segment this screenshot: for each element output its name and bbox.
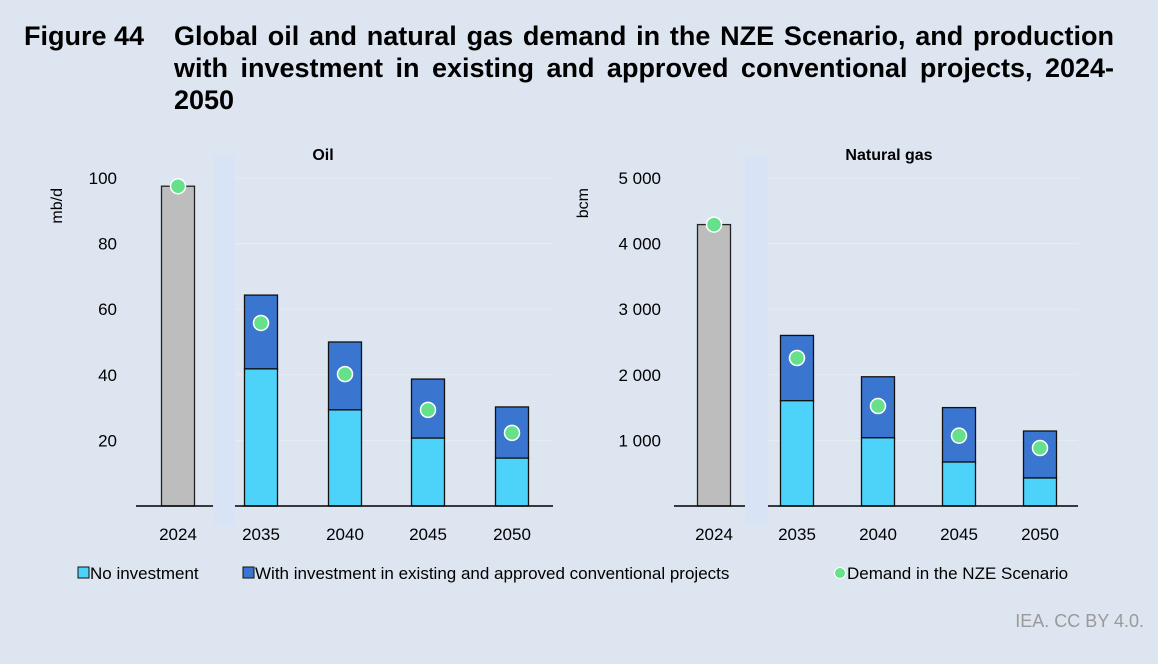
y-axis-label: bcm: [575, 188, 592, 218]
x-tick-label: 2050: [1021, 525, 1059, 544]
legend: No investment With investment in existing…: [77, 564, 1068, 583]
demand-point: [252, 314, 270, 332]
separator-band: [213, 155, 235, 525]
x-tick-label: 2040: [326, 525, 364, 544]
x-tick-label: 2024: [695, 525, 733, 544]
demand-point: [503, 424, 521, 442]
bar-no-investment: [494, 457, 530, 507]
x-tick-label: 2050: [493, 525, 531, 544]
x-tick-label: 2035: [242, 525, 280, 544]
legend-label: With investment in existing and approved…: [255, 564, 729, 583]
figure-title: Global oil and natural gas demand in the…: [174, 21, 1114, 115]
figure-title-block: Figure 44 Global oil and natural gas dem…: [24, 20, 1114, 116]
bar-historical: [160, 185, 196, 507]
panel-title: Natural gas: [845, 147, 932, 164]
y-tick-label: 60: [98, 300, 117, 319]
demand-point: [1031, 439, 1049, 457]
legend-item: With investment in existing and approved…: [242, 564, 729, 583]
separator-band: [745, 155, 768, 525]
legend-swatch-square: [77, 566, 90, 579]
legend-swatch-square: [242, 566, 255, 579]
x-tick-label: 2024: [159, 525, 197, 544]
x-tick-label: 2035: [778, 525, 816, 544]
x-tick-label: 2045: [940, 525, 978, 544]
y-tick-label: 40: [98, 366, 117, 385]
y-tick-label: 100: [89, 169, 117, 188]
bar-no-investment: [243, 368, 279, 507]
bar-no-investment: [779, 400, 815, 507]
legend-label: Demand in the NZE Scenario: [847, 564, 1068, 583]
bar-historical: [696, 223, 732, 507]
x-tick-label: 2040: [859, 525, 897, 544]
bar-no-investment: [327, 409, 363, 507]
y-tick-label: 1 000: [618, 431, 661, 450]
panel-natural-gas: Natural gas bcm 1 000 2 000 3 000 4 000 5 000 2…: [575, 147, 1078, 544]
bar-no-investment: [410, 437, 446, 507]
demand-point: [869, 397, 887, 415]
y-tick-label: 3 000: [618, 300, 661, 319]
y-tick-label: 2 000: [618, 366, 661, 385]
bar-with-investment: [860, 376, 896, 439]
bar-no-investment: [1022, 477, 1058, 507]
source-credit: IEA. CC BY 4.0.: [1015, 611, 1144, 631]
legend-swatch-circle: [834, 567, 846, 579]
bar-no-investment: [941, 461, 977, 507]
demand-point: [788, 349, 806, 367]
legend-item: No investment: [77, 564, 199, 583]
bar-with-investment: [243, 294, 279, 370]
bar-with-investment: [779, 334, 815, 402]
legend-label: No investment: [90, 564, 199, 583]
demand-point: [336, 365, 354, 383]
y-axis-label: mb/d: [49, 188, 66, 224]
y-tick-label: 4 000: [618, 235, 661, 254]
demand-point: [419, 401, 437, 419]
y-tick-label: 80: [98, 235, 117, 254]
demand-point: [950, 427, 968, 444]
demand-point: [705, 216, 723, 233]
legend-item: Demand in the NZE Scenario: [834, 564, 1068, 583]
bar-no-investment: [860, 437, 896, 507]
demand-point: [169, 177, 187, 195]
y-tick-label: 5 000: [618, 169, 661, 188]
figure-number: Figure 44: [24, 21, 145, 51]
x-tick-label: 2045: [409, 525, 447, 544]
y-tick-label: 20: [98, 431, 117, 450]
panel-title: Oil: [312, 147, 333, 164]
